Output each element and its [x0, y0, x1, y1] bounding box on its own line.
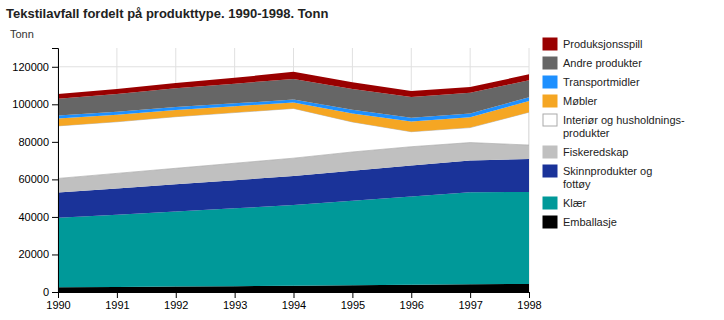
- tick-mark: [352, 292, 353, 298]
- tick: 1998: [517, 292, 541, 311]
- legend-label: Skinnprodukter ogfottøy: [563, 165, 652, 190]
- tick-label: 1997: [458, 299, 482, 311]
- legend-swatch: [543, 216, 557, 228]
- tick-label: 120000: [12, 61, 49, 73]
- tick-mark: [58, 292, 59, 298]
- tick-mark: [411, 292, 412, 298]
- tick-label: 1993: [223, 299, 247, 311]
- tick-label: 40000: [18, 211, 49, 223]
- tick: 1991: [105, 292, 129, 311]
- tick-label: 1992: [164, 299, 188, 311]
- legend-swatch: [543, 165, 557, 177]
- legend-label: Emballasje: [563, 216, 617, 228]
- legend-label: Transportmidler: [563, 76, 640, 88]
- legend-swatch: [543, 197, 557, 209]
- legend-label: Møbler: [563, 95, 598, 107]
- tick: 1994: [282, 292, 306, 311]
- tick-label: 1998: [517, 299, 541, 311]
- tick-label: 20000: [18, 248, 49, 260]
- tick: 60000: [18, 173, 58, 185]
- tick-mark: [52, 254, 58, 255]
- areas: [58, 72, 529, 292]
- tick-mark: [235, 292, 236, 298]
- tick: 100000: [12, 98, 58, 110]
- tick-label: 1996: [400, 299, 424, 311]
- tick: 40000: [18, 211, 58, 223]
- chart: Tekstilavfall fordelt på produkttype. 19…: [0, 0, 724, 320]
- tick: 1997: [458, 292, 482, 311]
- tick-label: 1994: [282, 299, 306, 311]
- area: [58, 72, 529, 99]
- tick-label: 1991: [105, 299, 129, 311]
- title: Tekstilavfall fordelt på produkttype. 19…: [6, 6, 328, 21]
- tick: 1995: [341, 292, 365, 311]
- tick-mark: [176, 292, 177, 298]
- tick: 20000: [18, 248, 58, 260]
- tick-mark: [294, 292, 295, 298]
- tick: 0: [43, 286, 58, 298]
- legend-swatch: [543, 57, 557, 69]
- tick: 1993: [223, 292, 247, 311]
- legend-item: Skinnprodukter ogfottøy: [543, 165, 652, 190]
- axis-line: [52, 49, 59, 293]
- tick: 120000: [12, 61, 58, 73]
- legend-item: Emballasje: [543, 216, 617, 228]
- legend-item: Interiør og husholdnings-produkter: [543, 114, 685, 139]
- tick-mark: [52, 104, 58, 105]
- tick-mark: [470, 292, 471, 298]
- legend: Produksjonsspill Andre produkter Transport…: [543, 38, 685, 228]
- tick-mark: [52, 67, 58, 68]
- y-axis: 0 20000 40000 60000 80000 100000 120000: [12, 49, 58, 299]
- tick-mark: [52, 217, 58, 218]
- tick-mark: [52, 292, 58, 293]
- tick-label: 1990: [46, 299, 70, 311]
- legend-label: Interiør og husholdnings-produkter: [563, 114, 685, 139]
- legend-item: Produksjonsspill: [543, 38, 642, 50]
- tick-label: 80000: [18, 136, 49, 148]
- legend-swatch: [543, 38, 557, 50]
- legend-item: Transportmidler: [543, 76, 640, 88]
- tick-mark: [52, 142, 58, 143]
- legend-label: Produksjonsspill: [563, 38, 642, 50]
- legend-item: Fiskeredskap: [543, 146, 628, 158]
- plot: 0200004000060000800001000001200001990199…: [12, 48, 541, 311]
- tick: 1990: [46, 292, 70, 311]
- tick-mark: [529, 292, 530, 298]
- tick-label: 60000: [18, 173, 49, 185]
- y-axis-label: Tonn: [10, 28, 34, 40]
- legend-item: Andre produkter: [543, 57, 642, 69]
- area: [58, 79, 529, 118]
- grid: [58, 48, 529, 292]
- tick-mark: [117, 292, 118, 298]
- legend-swatch: [543, 114, 557, 126]
- legend-label: Klær: [563, 197, 587, 209]
- legend-item: Klær: [543, 197, 587, 209]
- legend-item: Møbler: [543, 95, 598, 107]
- tick: 1996: [400, 292, 424, 311]
- tick: 80000: [18, 136, 58, 148]
- tick-label: 0: [43, 286, 49, 298]
- axis-line: [59, 293, 530, 299]
- tick-mark: [52, 179, 58, 180]
- legend-swatch: [543, 95, 557, 107]
- legend-swatch: [543, 76, 557, 88]
- legend-swatch: [543, 146, 557, 158]
- tick-label: 1995: [341, 299, 365, 311]
- legend-label: Andre produkter: [563, 57, 642, 69]
- tick-label: 100000: [12, 98, 49, 110]
- legend-label: Fiskeredskap: [563, 146, 628, 158]
- x-axis: 1990 1991 1992 1993 1994 1995 1996 1997 1998: [46, 292, 541, 311]
- tick: 1992: [164, 292, 188, 311]
